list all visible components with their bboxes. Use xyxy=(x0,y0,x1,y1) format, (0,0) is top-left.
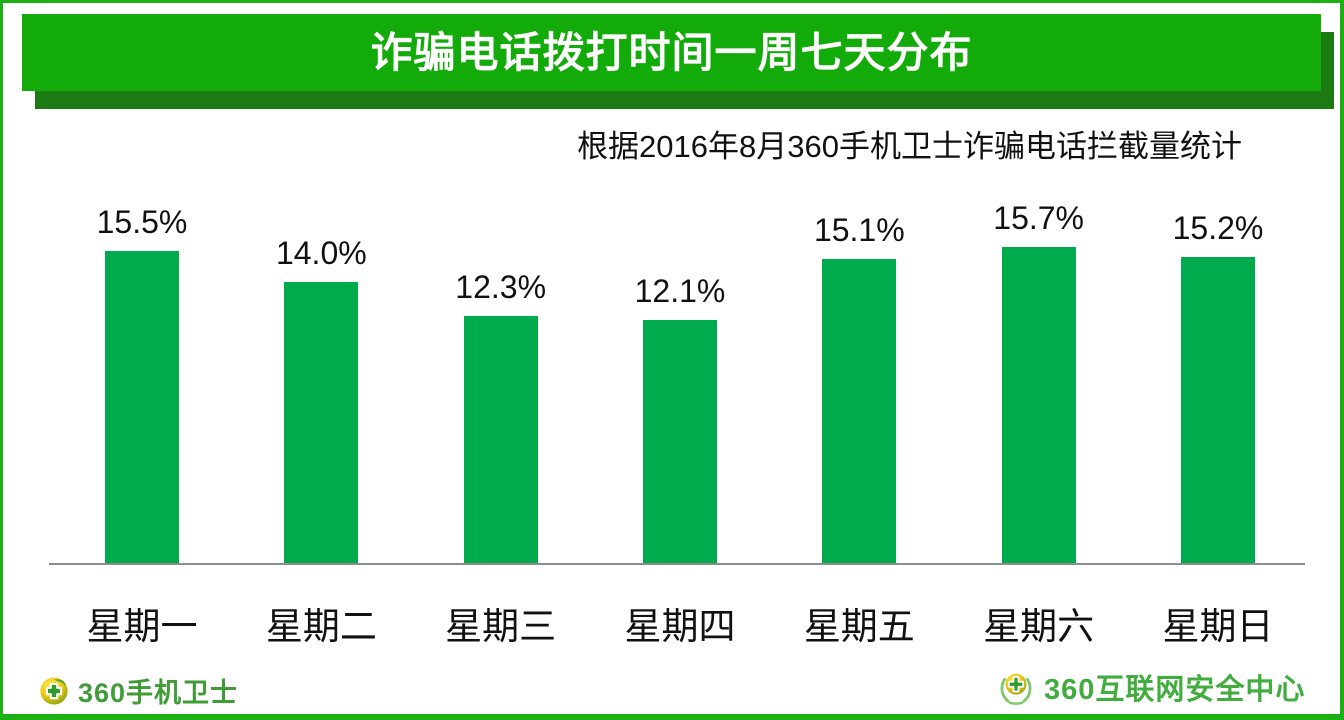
chart-title: 诈骗电话拨打时间一周七天分布 xyxy=(370,28,973,76)
360-sphere-cross-icon xyxy=(40,676,68,705)
chart-subtitle: 根据2016年8月360手机卫士诈骗电话拦截量统计 xyxy=(577,129,1242,164)
x-axis-line xyxy=(49,563,1305,565)
bar xyxy=(105,251,179,563)
bar xyxy=(284,282,359,563)
bar xyxy=(1001,247,1076,563)
brand-text-security-center: 360互联网安全中心 xyxy=(1044,674,1306,706)
x-axis-label: 星期五 xyxy=(803,606,915,647)
bar-value-label: 14.0% xyxy=(275,235,367,271)
bar-value-label: 12.1% xyxy=(634,273,726,309)
bar-chart: 15.5% 星期一 14.0% 星期二 12.3% 星期三 12.1% 星期四 15.1% 星期五… xyxy=(3,3,1340,714)
bar xyxy=(822,259,897,563)
brand-360-security-center: 360互联网安全中心 xyxy=(997,666,1305,708)
x-axis-label: 星期三 xyxy=(445,606,557,647)
brand-text-mobile-guard: 360手机卫士 xyxy=(78,678,239,708)
x-axis-label: 星期日 xyxy=(1162,606,1274,647)
x-axis-label: 星期一 xyxy=(86,606,198,647)
x-axis-label: 星期六 xyxy=(983,606,1095,647)
360-wreath-sphere-icon xyxy=(1000,673,1032,705)
x-axis-label: 星期二 xyxy=(265,606,377,647)
brand-360-mobile-guard: 360手机卫士 xyxy=(39,671,238,710)
bar xyxy=(463,316,538,563)
bar-value-label: 15.1% xyxy=(813,212,905,248)
x-axis-label: 星期四 xyxy=(624,606,736,647)
bar-value-label: 12.3% xyxy=(455,269,547,305)
bar-value-label: 15.2% xyxy=(1172,210,1264,246)
bar-value-label: 15.5% xyxy=(96,204,188,240)
title-banner: 诈骗电话拨打时间一周七天分布 xyxy=(22,14,1321,91)
bar xyxy=(642,320,717,563)
bar xyxy=(1180,257,1255,563)
bar-value-label: 15.7% xyxy=(993,200,1084,236)
